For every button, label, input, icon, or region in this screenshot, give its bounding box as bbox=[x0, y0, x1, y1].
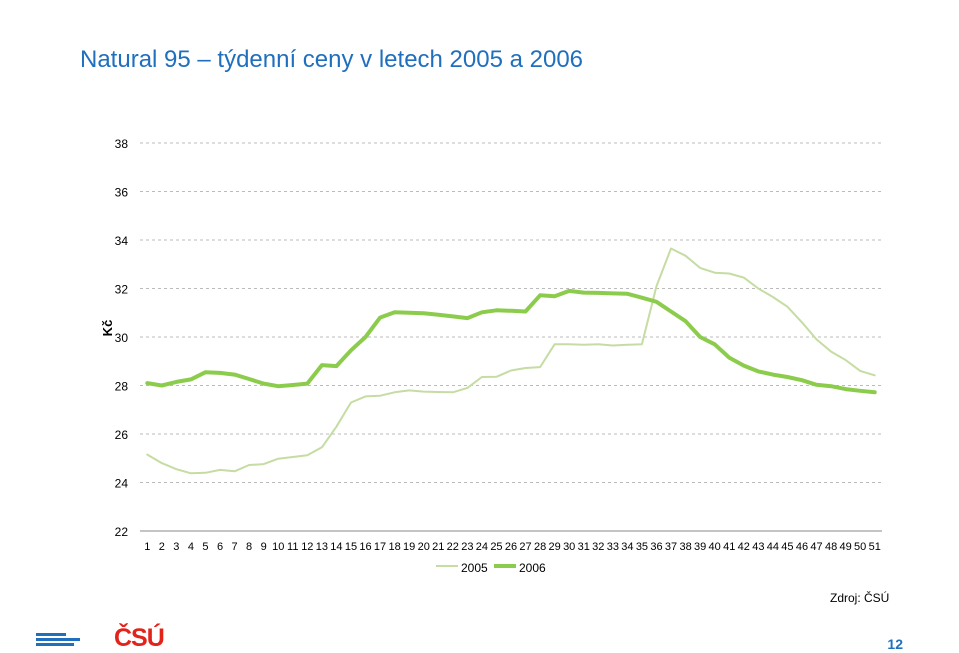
x-tick-label: 23 bbox=[461, 541, 473, 553]
y-axis-ticks: 22 24 26 28 30 32 34 36 38 bbox=[115, 137, 129, 539]
x-tick-label: 31 bbox=[578, 541, 590, 553]
y-tick-label: 26 bbox=[115, 428, 129, 442]
series-lines bbox=[145, 247, 877, 475]
x-tick-label: 3 bbox=[173, 541, 179, 553]
x-tick-label: 45 bbox=[781, 541, 793, 553]
x-tick-label: 17 bbox=[374, 541, 386, 553]
x-tick-label: 20 bbox=[418, 541, 430, 553]
x-tick-label: 48 bbox=[825, 541, 837, 553]
logo-text: ČSÚ bbox=[114, 624, 165, 652]
x-tick-label: 41 bbox=[723, 541, 735, 553]
x-tick-label: 24 bbox=[476, 541, 488, 553]
x-tick-label: 9 bbox=[261, 541, 267, 553]
y-tick-label: 38 bbox=[115, 137, 129, 151]
x-tick-label: 2 bbox=[159, 541, 165, 553]
x-tick-label: 30 bbox=[563, 541, 575, 553]
x-tick-label: 46 bbox=[796, 541, 808, 553]
x-tick-label: 11 bbox=[287, 541, 298, 553]
x-tick-label: 36 bbox=[650, 541, 662, 553]
x-tick-label: 44 bbox=[767, 541, 779, 553]
x-tick-label: 49 bbox=[840, 541, 852, 553]
csu-logo: ČSÚ bbox=[36, 624, 165, 652]
x-tick-label: 29 bbox=[549, 541, 561, 553]
x-tick-label: 4 bbox=[188, 541, 194, 553]
page-number: 12 bbox=[887, 636, 903, 652]
y-tick-label: 30 bbox=[115, 331, 129, 345]
y-tick-label: 22 bbox=[115, 525, 129, 539]
x-tick-label: 25 bbox=[490, 541, 502, 553]
legend-label-2006: 2006 bbox=[519, 561, 546, 575]
x-tick-label: 50 bbox=[854, 541, 866, 553]
x-tick-label: 12 bbox=[301, 541, 313, 553]
x-tick-label: 14 bbox=[330, 541, 342, 553]
x-tick-label: 35 bbox=[636, 541, 648, 553]
y-axis-label: Kč bbox=[100, 320, 115, 337]
x-tick-label: 18 bbox=[388, 541, 400, 553]
x-tick-label: 34 bbox=[621, 541, 633, 553]
source-note: Zdroj: ČSÚ bbox=[830, 591, 890, 605]
y-tick-label: 24 bbox=[115, 477, 129, 491]
y-tick-label: 34 bbox=[115, 234, 129, 248]
y-tick-label: 28 bbox=[115, 380, 129, 394]
x-tick-label: 51 bbox=[869, 541, 881, 553]
y-tick-label: 32 bbox=[115, 283, 129, 297]
x-tick-label: 16 bbox=[359, 541, 371, 553]
x-tick-label: 33 bbox=[607, 541, 619, 553]
x-tick-label: 8 bbox=[246, 541, 252, 553]
x-tick-label: 5 bbox=[202, 541, 208, 553]
x-tick-label: 38 bbox=[679, 541, 691, 553]
x-tick-label: 15 bbox=[345, 541, 357, 553]
gridlines bbox=[140, 142, 882, 532]
x-tick-label: 40 bbox=[709, 541, 721, 553]
legend-label-2005: 2005 bbox=[461, 561, 488, 575]
series-line-2006 bbox=[145, 288, 877, 395]
x-tick-label: 43 bbox=[752, 541, 764, 553]
x-tick-label: 47 bbox=[810, 541, 822, 553]
x-tick-label: 32 bbox=[592, 541, 604, 553]
legend: 2005 2006 bbox=[436, 561, 546, 575]
x-tick-label: 27 bbox=[519, 541, 531, 553]
x-tick-label: 21 bbox=[432, 541, 444, 553]
x-tick-label: 10 bbox=[272, 541, 284, 553]
x-tick-label: 19 bbox=[403, 541, 415, 553]
x-tick-label: 39 bbox=[694, 541, 706, 553]
x-tick-label: 37 bbox=[665, 541, 677, 553]
x-tick-label: 6 bbox=[217, 541, 223, 553]
page-title: Natural 95 – týdenní ceny v letech 2005 … bbox=[80, 46, 584, 73]
x-tick-label: 42 bbox=[738, 541, 750, 553]
x-tick-label: 22 bbox=[447, 541, 459, 553]
x-tick-label: 28 bbox=[534, 541, 546, 553]
x-tick-label: 7 bbox=[232, 541, 238, 553]
series-line-2005 bbox=[146, 247, 876, 475]
x-tick-label: 1 bbox=[144, 541, 150, 553]
x-axis-ticks: 1 2 3 4 5 6 7 8 9 10 11 12 13 14 15 16 17 18 19 20 21 22 23 24 2… bbox=[144, 541, 881, 553]
x-tick-label: 26 bbox=[505, 541, 517, 553]
y-tick-label: 36 bbox=[115, 186, 129, 200]
x-tick-label: 13 bbox=[316, 541, 328, 553]
